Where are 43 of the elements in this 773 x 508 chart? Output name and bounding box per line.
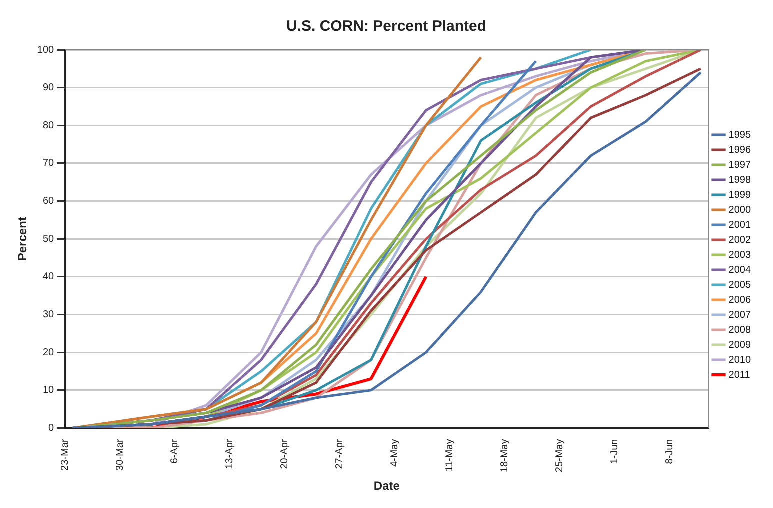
y-tick-label: 10 <box>42 385 55 396</box>
legend-label: 2009 <box>728 340 752 351</box>
y-tick-label: 50 <box>42 234 55 245</box>
x-tick-label: 11-May <box>444 439 456 472</box>
legend-label: 2008 <box>728 324 752 336</box>
y-tick-label: 80 <box>42 120 55 132</box>
x-tick-label: 30-Mar <box>114 438 126 471</box>
y-tick-label: 40 <box>42 272 55 283</box>
legend-label: 2006 <box>728 294 752 306</box>
y-tick-label: 20 <box>42 347 55 358</box>
legend-label: 1999 <box>728 190 752 201</box>
x-tick-label: 1-Jun <box>609 439 620 464</box>
x-tick-label: 4-May <box>390 439 401 468</box>
y-tick-label: 0 <box>48 423 55 434</box>
legend-label: 1995 <box>728 130 752 141</box>
x-tick-label: 23-Mar <box>60 438 71 471</box>
legend-label: 2011 <box>728 370 751 381</box>
y-tick-label: 100 <box>37 44 55 56</box>
legend-label: 2003 <box>728 250 752 261</box>
x-tick-label: 18-May <box>499 439 510 473</box>
x-tick-label: 25-May <box>554 439 566 473</box>
legend-label: 1998 <box>728 174 752 186</box>
legend-label: 1997 <box>728 160 752 171</box>
legend-label: 2007 <box>728 310 752 321</box>
legend-label: 2004 <box>728 264 752 276</box>
legend-label: 2001 <box>728 220 752 231</box>
legend-label: 2005 <box>728 280 752 291</box>
x-tick-label: 27-Apr <box>334 438 346 470</box>
legend-label: 2002 <box>728 234 752 246</box>
legend-label: 2000 <box>728 204 752 216</box>
y-tick-label: 90 <box>42 82 55 94</box>
y-axis-title: Percent <box>16 217 30 262</box>
x-tick-label: 8-Jun <box>664 439 676 464</box>
y-tick-label: 30 <box>42 310 55 321</box>
legend-label: 2010 <box>728 354 752 366</box>
y-tick-label: 70 <box>42 158 55 170</box>
y-tick-label: 60 <box>42 196 55 208</box>
chart-title: U.S. CORN: Percent Planted <box>286 18 487 36</box>
x-tick-label: 6-Apr <box>170 438 181 464</box>
x-tick-label: 20-Apr <box>280 438 291 470</box>
x-tick-label: 13-Apr <box>224 438 236 470</box>
legend-label: 1996 <box>728 144 752 156</box>
x-axis-title: Date <box>374 479 400 494</box>
